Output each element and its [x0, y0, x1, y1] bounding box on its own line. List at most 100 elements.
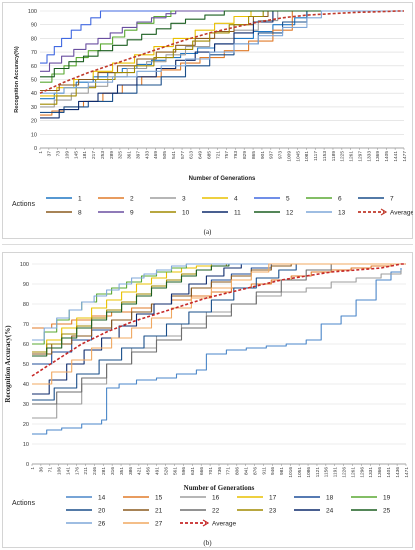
series-line-13 [40, 10, 404, 94]
series-line-8 [40, 10, 404, 92]
x-tick-label: 386 [128, 467, 134, 475]
x-tick-label: 973 [278, 151, 284, 159]
x-tick-label: 666 [199, 467, 205, 475]
x-tick-label: 829 [242, 151, 248, 159]
y-tick-label: 80 [31, 36, 37, 42]
x-tick-label: 865 [251, 151, 257, 159]
y-tick-label: 40 [31, 91, 37, 97]
legend-label-17: 17 [269, 494, 277, 501]
x-tick-label: 73 [56, 151, 62, 157]
y-tick-label: 10 [31, 132, 37, 138]
legend-label-4: 4 [234, 195, 238, 202]
legend-arrow [202, 519, 210, 527]
x-tick-label: 1121 [315, 467, 321, 478]
series-line-27 [32, 263, 406, 385]
x-tick-label: 1441 [393, 151, 399, 162]
x-tick-label: 613 [189, 151, 195, 159]
legend-label-27: 27 [155, 520, 163, 527]
legend-label-23: 23 [269, 507, 277, 514]
caption-b: (b) [203, 539, 212, 547]
y-tick-label: 50 [23, 362, 29, 368]
x-tick-label: 1405 [384, 151, 390, 162]
y-tick-label: 60 [31, 64, 37, 70]
x-tick-label: 253 [100, 151, 106, 159]
legend-label-25: 25 [383, 507, 391, 514]
legend-label-average: Average [212, 520, 236, 527]
x-tick-label: 106 [57, 467, 63, 475]
y-tick-label: 100 [28, 9, 37, 15]
y-tick-label: 60 [23, 342, 29, 348]
legend-label-7: 7 [390, 195, 394, 202]
y-tick-label: 30 [31, 105, 37, 111]
legend-label-21: 21 [155, 507, 163, 514]
legend-label-20: 20 [98, 507, 106, 514]
x-tick-label: 577 [180, 151, 186, 159]
series-line-average [31, 263, 406, 377]
legend-label-2: 2 [130, 195, 134, 202]
chart-frame-a [2, 2, 413, 239]
series-line-23 [32, 263, 406, 353]
x-tick-label: 981 [279, 467, 285, 475]
legend-title: Actions [12, 500, 35, 507]
x-tick-label: 561 [172, 467, 178, 475]
legend-label-average: Average [390, 209, 413, 216]
x-tick-label: 1016 [288, 467, 294, 478]
series-line-7 [40, 10, 404, 113]
y-tick-label: 10 [23, 442, 29, 448]
x-tick-label: 721 [215, 151, 221, 159]
x-tick-label: 1296 [359, 467, 365, 478]
legend-label-26: 26 [98, 520, 106, 527]
y-axis-title: Recognition Accuracy(%) [4, 325, 12, 403]
series-line-11 [40, 10, 404, 119]
x-tick-label: 1331 [368, 467, 374, 478]
series-line-3 [40, 10, 404, 108]
x-tick-label: 701 [208, 467, 214, 475]
x-tick-label: 596 [181, 467, 187, 475]
series-line-14 [32, 268, 402, 435]
x-tick-label: 1261 [349, 151, 355, 162]
legend-label-14: 14 [98, 494, 106, 501]
legend-label-12: 12 [286, 209, 294, 216]
caption-a: (a) [203, 228, 212, 236]
legend-label-19: 19 [383, 494, 391, 501]
legend-label-15: 15 [155, 494, 163, 501]
x-tick-label: 841 [244, 467, 250, 475]
x-tick-label: 1189 [331, 151, 337, 162]
x-tick-label: 876 [252, 467, 258, 475]
x-tick-label: 421 [137, 467, 143, 475]
series-line-12 [40, 10, 404, 78]
series-line-18 [32, 263, 406, 365]
x-tick-label: 1401 [386, 467, 392, 478]
legend-label-24: 24 [326, 507, 334, 514]
x-tick-label: 806 [235, 467, 241, 475]
x-tick-label: 109 [64, 151, 70, 159]
y-tick-label: 0 [26, 462, 29, 468]
x-tick-label: 36 [39, 467, 45, 473]
x-tick-label: 181 [82, 151, 88, 159]
legend-label-18: 18 [326, 494, 334, 501]
x-tick-label: 937 [269, 151, 275, 159]
y-tick-label: 70 [31, 50, 37, 56]
series-line-17 [32, 263, 406, 355]
x-tick-label: 217 [91, 151, 97, 159]
legend-arrow [380, 208, 388, 216]
x-tick-label: 469 [153, 151, 159, 159]
x-tick-label: 1191 [333, 467, 339, 478]
y-tick-label: 50 [31, 78, 37, 84]
x-tick-label: 281 [101, 467, 107, 475]
legend-label-13: 13 [338, 209, 346, 216]
x-tick-label: 1045 [295, 151, 301, 162]
x-tick-label: 541 [171, 151, 177, 159]
x-tick-label: 361 [127, 151, 133, 159]
chart-panel-a: 0 10 20 30 40 50 60 70 80 90 100 1 37 73 109 145 181 217 2… [2, 2, 413, 239]
x-tick-label: 1477 [402, 151, 408, 162]
x-tick-label: 1471 [404, 467, 410, 478]
legend-label-1: 1 [78, 195, 82, 202]
series-line-average [39, 10, 404, 94]
x-tick-label: 1086 [306, 467, 312, 478]
series-line-9 [40, 10, 404, 72]
x-tick-label: 1261 [350, 467, 356, 478]
series-line-20 [32, 263, 406, 401]
series-line-5 [40, 10, 404, 64]
